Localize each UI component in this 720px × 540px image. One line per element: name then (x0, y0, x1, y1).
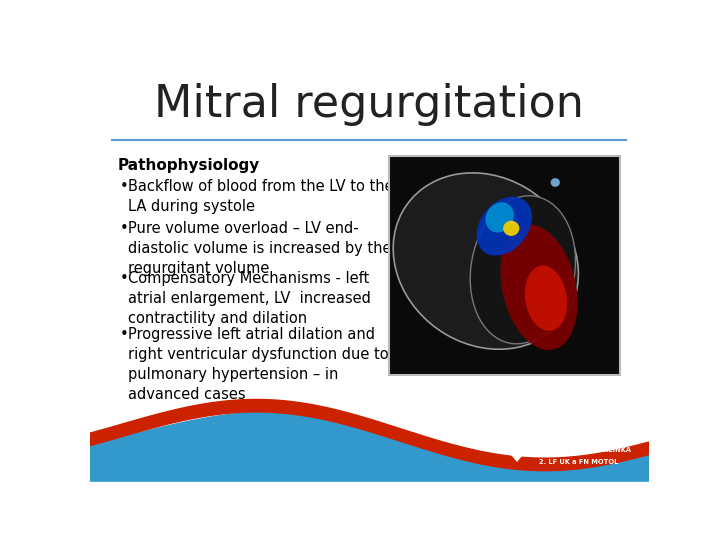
Text: Compensatory Mechanisms - left: Compensatory Mechanisms - left (128, 271, 369, 286)
Text: advanced cases: advanced cases (128, 387, 246, 402)
Ellipse shape (500, 225, 577, 350)
Ellipse shape (477, 197, 532, 255)
Text: KARDIOLOGICKA KLINKA: KARDIOLOGICKA KLINKA (539, 447, 631, 453)
Text: right ventricular dysfunction due to: right ventricular dysfunction due to (128, 347, 389, 362)
Text: contractility and dilation: contractility and dilation (128, 310, 307, 326)
Text: 2. LF UK a FN MOTOL: 2. LF UK a FN MOTOL (539, 460, 618, 465)
Text: Mitral regurgitation: Mitral regurgitation (154, 83, 584, 126)
Text: Pathophysiology: Pathophysiology (118, 158, 260, 173)
Ellipse shape (503, 221, 519, 236)
Ellipse shape (525, 266, 567, 331)
Text: •: • (120, 271, 128, 286)
Text: Pure volume overload – LV end-: Pure volume overload – LV end- (128, 221, 359, 236)
Text: •: • (120, 179, 128, 194)
Text: ♥: ♥ (507, 447, 527, 467)
Text: pulmonary hypertension – in: pulmonary hypertension – in (128, 367, 338, 382)
Text: •: • (120, 327, 128, 342)
Text: regurgitant volume: regurgitant volume (128, 261, 269, 275)
Text: Backflow of blood from the LV to the: Backflow of blood from the LV to the (128, 179, 394, 194)
Ellipse shape (551, 178, 560, 187)
Ellipse shape (470, 196, 575, 344)
Bar (389, 156, 620, 375)
Ellipse shape (485, 202, 514, 233)
Text: atrial enlargement, LV  increased: atrial enlargement, LV increased (128, 291, 371, 306)
Text: Progressive left atrial dilation and: Progressive left atrial dilation and (128, 327, 375, 342)
Text: diastolic volume is increased by the: diastolic volume is increased by the (128, 241, 392, 255)
Text: LA during systole: LA during systole (128, 199, 255, 214)
Text: •: • (120, 221, 128, 236)
Ellipse shape (393, 173, 578, 349)
